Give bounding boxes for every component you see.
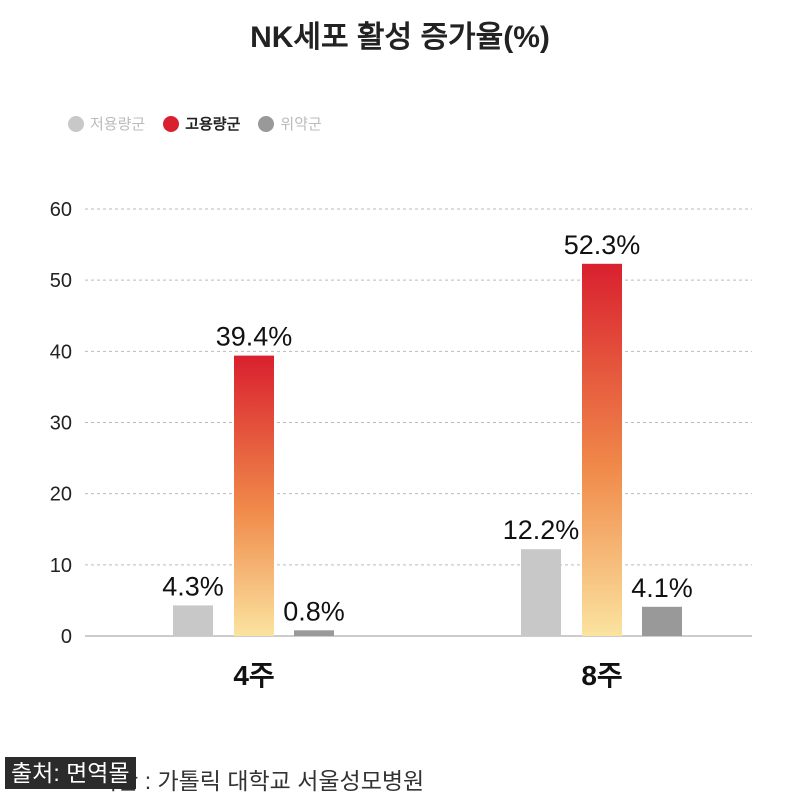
data-label: 4.1%: [631, 573, 693, 603]
y-tick-label: 0: [61, 626, 72, 648]
legend-item-placebo: 위약군: [258, 113, 322, 134]
legend-label: 위약군: [280, 116, 322, 133]
legend-dot: [163, 115, 180, 132]
y-tick-label: 50: [50, 270, 72, 292]
legend-item-low-dose: 저용량군: [68, 113, 145, 134]
data-label: 52.3%: [564, 230, 641, 260]
y-tick-label: 60: [50, 199, 72, 221]
legend: 저용량군 고용량군 위약군: [68, 113, 322, 134]
footer-note: 기관 : 가톨릭 대학교 서울성모병원: [96, 768, 425, 794]
data-label: 0.8%: [283, 596, 345, 626]
y-tick-label: 30: [50, 413, 72, 435]
legend-dot: [258, 115, 275, 132]
bar: [582, 263, 622, 636]
legend-label: 고용량군: [185, 116, 241, 133]
legend-dot: [68, 115, 84, 132]
data-label: 39.4%: [216, 322, 293, 352]
bar: [521, 549, 561, 636]
bar: [173, 605, 213, 636]
y-tick-label: 10: [50, 555, 72, 577]
x-tick-label: 4주: [233, 660, 274, 691]
y-tick-label: 40: [50, 341, 72, 363]
bar: [294, 630, 334, 636]
data-label: 12.2%: [503, 515, 580, 545]
bar: [234, 355, 274, 636]
legend-item-high-dose: 고용량군: [163, 113, 240, 134]
data-label: 4.3%: [162, 571, 224, 601]
chart-title: NK세포 활성 증가율(%): [250, 21, 550, 54]
y-tick-label: 20: [50, 484, 72, 506]
source-badge: 출처: 면역몰: [5, 757, 136, 789]
x-tick-label: 8주: [581, 660, 622, 691]
bar: [642, 606, 682, 636]
legend-label: 저용량군: [90, 116, 146, 133]
